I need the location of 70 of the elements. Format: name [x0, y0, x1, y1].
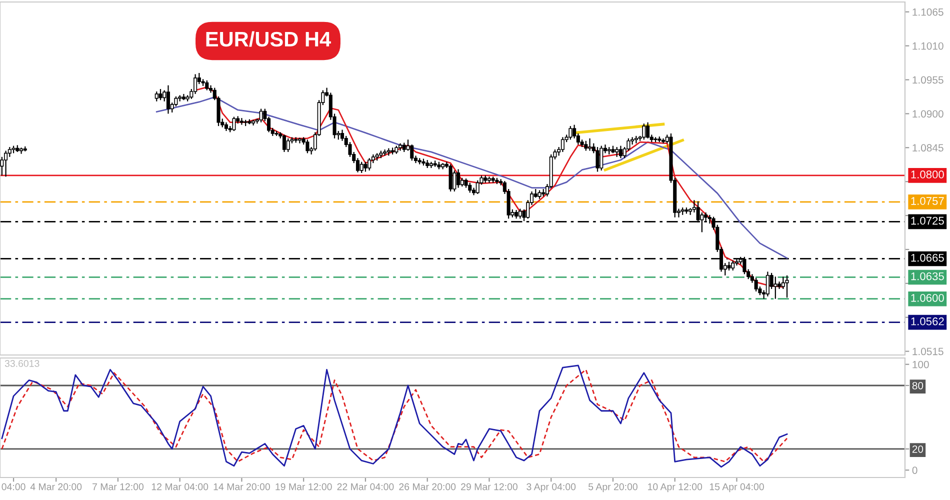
candlestick [596, 146, 600, 172]
candlestick [240, 117, 244, 126]
candlestick [205, 80, 209, 91]
x-tick-label: 19 Mar 12:00 [276, 483, 332, 490]
candlestick [615, 146, 619, 158]
y-tick-label: 0 [912, 466, 918, 474]
y-tick-label: 1.0515 [912, 348, 944, 356]
candlestick [194, 74, 198, 95]
candlestick [588, 138, 592, 152]
candlestick [754, 277, 758, 292]
candlestick [448, 164, 452, 192]
candlestick [766, 271, 770, 297]
candlestick [618, 145, 622, 159]
candlestick [154, 90, 158, 102]
candlestick [166, 84, 170, 114]
y-tick-label: 20 [912, 445, 924, 453]
ref-line-label: 1.0600 [911, 294, 944, 302]
y-tick-label: 1.0955 [912, 76, 944, 84]
x-tick-label: 7 Mar 12:00 [92, 483, 144, 490]
candlestick [360, 161, 364, 174]
candlestick [364, 161, 368, 172]
candlestick [286, 138, 290, 153]
x-tick-label: 22 Mar 04:00 [337, 483, 394, 490]
candlestick [731, 260, 735, 272]
x-tick-label: 15 Apr 04:00 [710, 483, 764, 492]
y-tick-label: 100 [912, 360, 929, 368]
x-tick-label: 26 Mar 20:00 [399, 483, 456, 490]
y-tick-label: 1.0900 [912, 110, 944, 118]
ref-line-label: 1.0635 [911, 272, 944, 280]
candlestick [568, 125, 572, 140]
ref-line-label: 1.0757 [911, 197, 944, 205]
y-tick-label: 80 [912, 382, 924, 390]
candlestick [476, 180, 480, 194]
y-tick-label: 1.1010 [912, 42, 944, 50]
x-tick-label: 12 Mar 04:00 [152, 483, 208, 490]
candlestick [646, 122, 650, 139]
candlestick [158, 88, 162, 101]
y-tick-label: 1.0845 [912, 144, 944, 152]
ref-line-label: 1.0725 [911, 216, 944, 225]
candlestick [518, 208, 522, 220]
candlestick [785, 274, 789, 298]
candlestick [368, 158, 372, 172]
candlestick [456, 168, 460, 188]
candlestick [306, 139, 310, 154]
candlestick [774, 276, 778, 300]
annotation: 33.6013 [4, 360, 40, 367]
candlestick [464, 178, 468, 188]
candlestick [560, 136, 564, 153]
x-tick-label: 29 Mar 12:00 [461, 483, 518, 490]
candlestick [584, 140, 588, 152]
ref-line-label: 1.0800 [911, 170, 944, 178]
x-tick-label: 04:00 [2, 483, 26, 490]
candlestick [232, 116, 236, 132]
y-tick-label: 1.1065 [912, 8, 944, 16]
x-tick-label: 10 Apr 12:00 [648, 483, 702, 492]
candlestick [259, 108, 263, 123]
candlestick [452, 170, 456, 192]
candlestick [282, 134, 286, 153]
text: EUR/USD H4 [206, 31, 331, 47]
x-tick-label: 4 Mar 20:00 [30, 483, 82, 490]
x-tick-label: 5 Apr 20:00 [588, 483, 638, 492]
candlestick [642, 123, 646, 140]
x-tick-label: 14 Mar 20:00 [214, 483, 270, 490]
candlestick [468, 182, 472, 194]
candlestick [4, 150, 8, 178]
ref-line-label: 1.0562 [911, 317, 944, 326]
candlestick [402, 142, 406, 153]
ref-line-label: 1.0665 [911, 254, 944, 262]
x-tick-label: 3 Apr 04:00 [526, 483, 576, 492]
candlestick [600, 145, 604, 172]
